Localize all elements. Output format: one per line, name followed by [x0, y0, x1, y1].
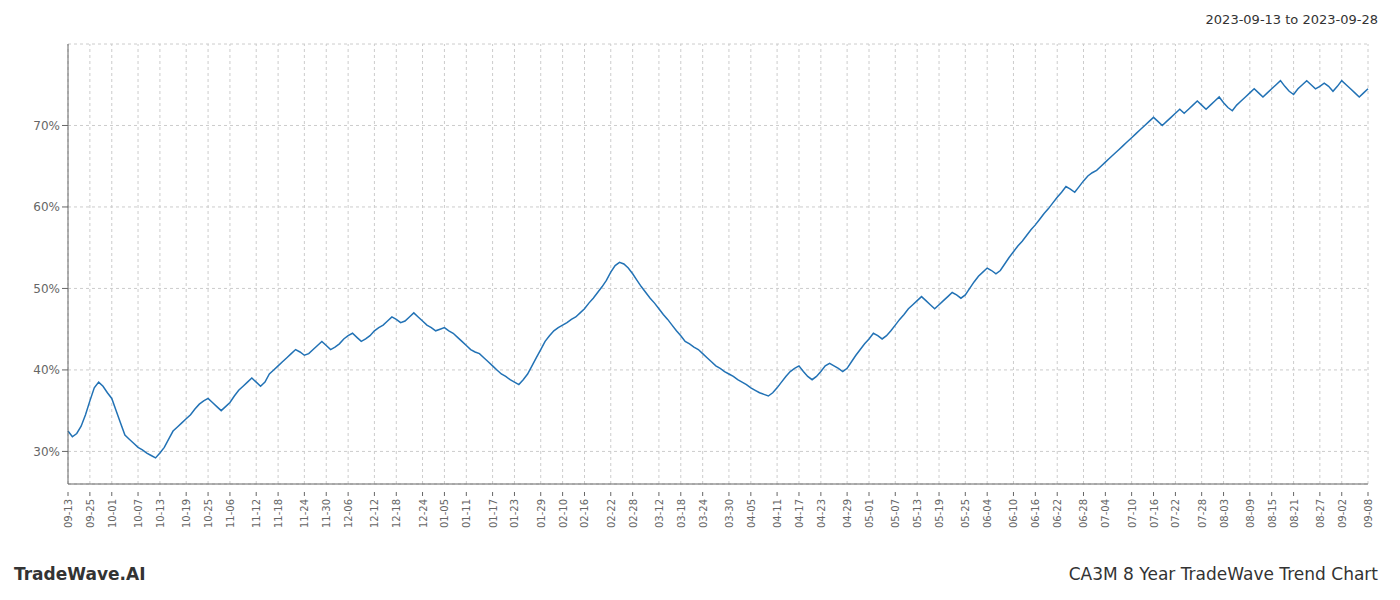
svg-text:12-12: 12-12 — [369, 499, 380, 528]
svg-text:06-16: 06-16 — [1030, 499, 1041, 528]
svg-text:10-13: 10-13 — [155, 499, 166, 528]
svg-text:01-17: 01-17 — [488, 499, 499, 528]
svg-text:10-25: 10-25 — [203, 499, 214, 528]
svg-text:01-29: 01-29 — [536, 499, 547, 528]
svg-text:10-07: 10-07 — [133, 499, 144, 528]
svg-text:08-27: 08-27 — [1315, 499, 1326, 528]
svg-text:01-05: 01-05 — [439, 499, 450, 528]
svg-text:05-25: 05-25 — [960, 499, 971, 528]
svg-text:10-01: 10-01 — [107, 499, 118, 528]
svg-text:07-16: 07-16 — [1149, 499, 1160, 528]
svg-text:03-12: 03-12 — [654, 499, 665, 528]
html-text:CA3M 8 Year TradeWave Trend Ch: CA3M 8 Year TradeWave Trend Chart — [1068, 564, 1378, 584]
svg-text:30%: 30% — [33, 445, 60, 459]
svg-text:05-13: 05-13 — [912, 499, 923, 528]
svg-text:01-11: 01-11 — [461, 499, 472, 528]
svg-text:06-10: 06-10 — [1008, 499, 1019, 528]
svg-text:04-11: 04-11 — [772, 499, 783, 528]
svg-text:09-08: 09-08 — [1363, 499, 1374, 528]
svg-text:07-10: 07-10 — [1127, 499, 1138, 528]
svg-text:70%: 70% — [33, 119, 60, 133]
svg-text:02-22: 02-22 — [606, 499, 617, 528]
svg-text:08-15: 08-15 — [1267, 499, 1278, 528]
svg-text:50%: 50% — [33, 282, 60, 296]
svg-text:08-03: 08-03 — [1219, 499, 1230, 528]
svg-text:09-25: 09-25 — [85, 499, 96, 528]
svg-text:03-30: 03-30 — [724, 499, 735, 528]
svg-text:04-29: 04-29 — [842, 499, 853, 528]
html-text:2023-09-13 to 2023-09-28: 2023-09-13 to 2023-09-28 — [1205, 12, 1378, 27]
svg-text:11-06: 11-06 — [225, 499, 236, 528]
svg-text:07-22: 07-22 — [1170, 499, 1181, 528]
svg-text:05-01: 05-01 — [864, 499, 875, 528]
svg-text:10-19: 10-19 — [181, 499, 192, 528]
svg-text:11-30: 11-30 — [321, 499, 332, 528]
svg-text:06-04: 06-04 — [982, 499, 993, 528]
svg-text:05-19: 05-19 — [934, 499, 945, 528]
svg-text:02-16: 02-16 — [579, 499, 590, 528]
svg-text:12-24: 12-24 — [418, 499, 429, 528]
svg-text:03-24: 03-24 — [698, 499, 709, 528]
svg-text:40%: 40% — [33, 363, 60, 377]
svg-text:09-13: 09-13 — [63, 499, 74, 528]
svg-text:08-21: 08-21 — [1289, 499, 1300, 528]
svg-text:12-06: 12-06 — [343, 499, 354, 528]
svg-text:06-22: 06-22 — [1052, 499, 1063, 528]
svg-text:60%: 60% — [33, 200, 60, 214]
svg-text:02-28: 02-28 — [628, 499, 639, 528]
svg-text:09-02: 09-02 — [1337, 499, 1348, 528]
svg-text:04-17: 04-17 — [794, 499, 805, 528]
svg-text:01-23: 01-23 — [509, 499, 520, 528]
svg-text:02-10: 02-10 — [558, 499, 569, 528]
svg-text:08-09: 08-09 — [1245, 499, 1256, 528]
svg-text:07-04: 07-04 — [1100, 499, 1111, 528]
svg-text:05-07: 05-07 — [890, 499, 901, 528]
svg-text:03-18: 03-18 — [676, 499, 687, 528]
svg-text:11-18: 11-18 — [273, 499, 284, 528]
svg-text:11-12: 11-12 — [251, 499, 262, 528]
svg-text:04-23: 04-23 — [816, 499, 827, 528]
svg-text:04-05: 04-05 — [746, 499, 757, 528]
svg-text:12-18: 12-18 — [391, 499, 402, 528]
svg-text:07-28: 07-28 — [1197, 499, 1208, 528]
html-text:TradeWave.AI: TradeWave.AI — [14, 564, 146, 584]
svg-text:11-24: 11-24 — [299, 499, 310, 528]
svg-text:06-28: 06-28 — [1078, 499, 1089, 528]
